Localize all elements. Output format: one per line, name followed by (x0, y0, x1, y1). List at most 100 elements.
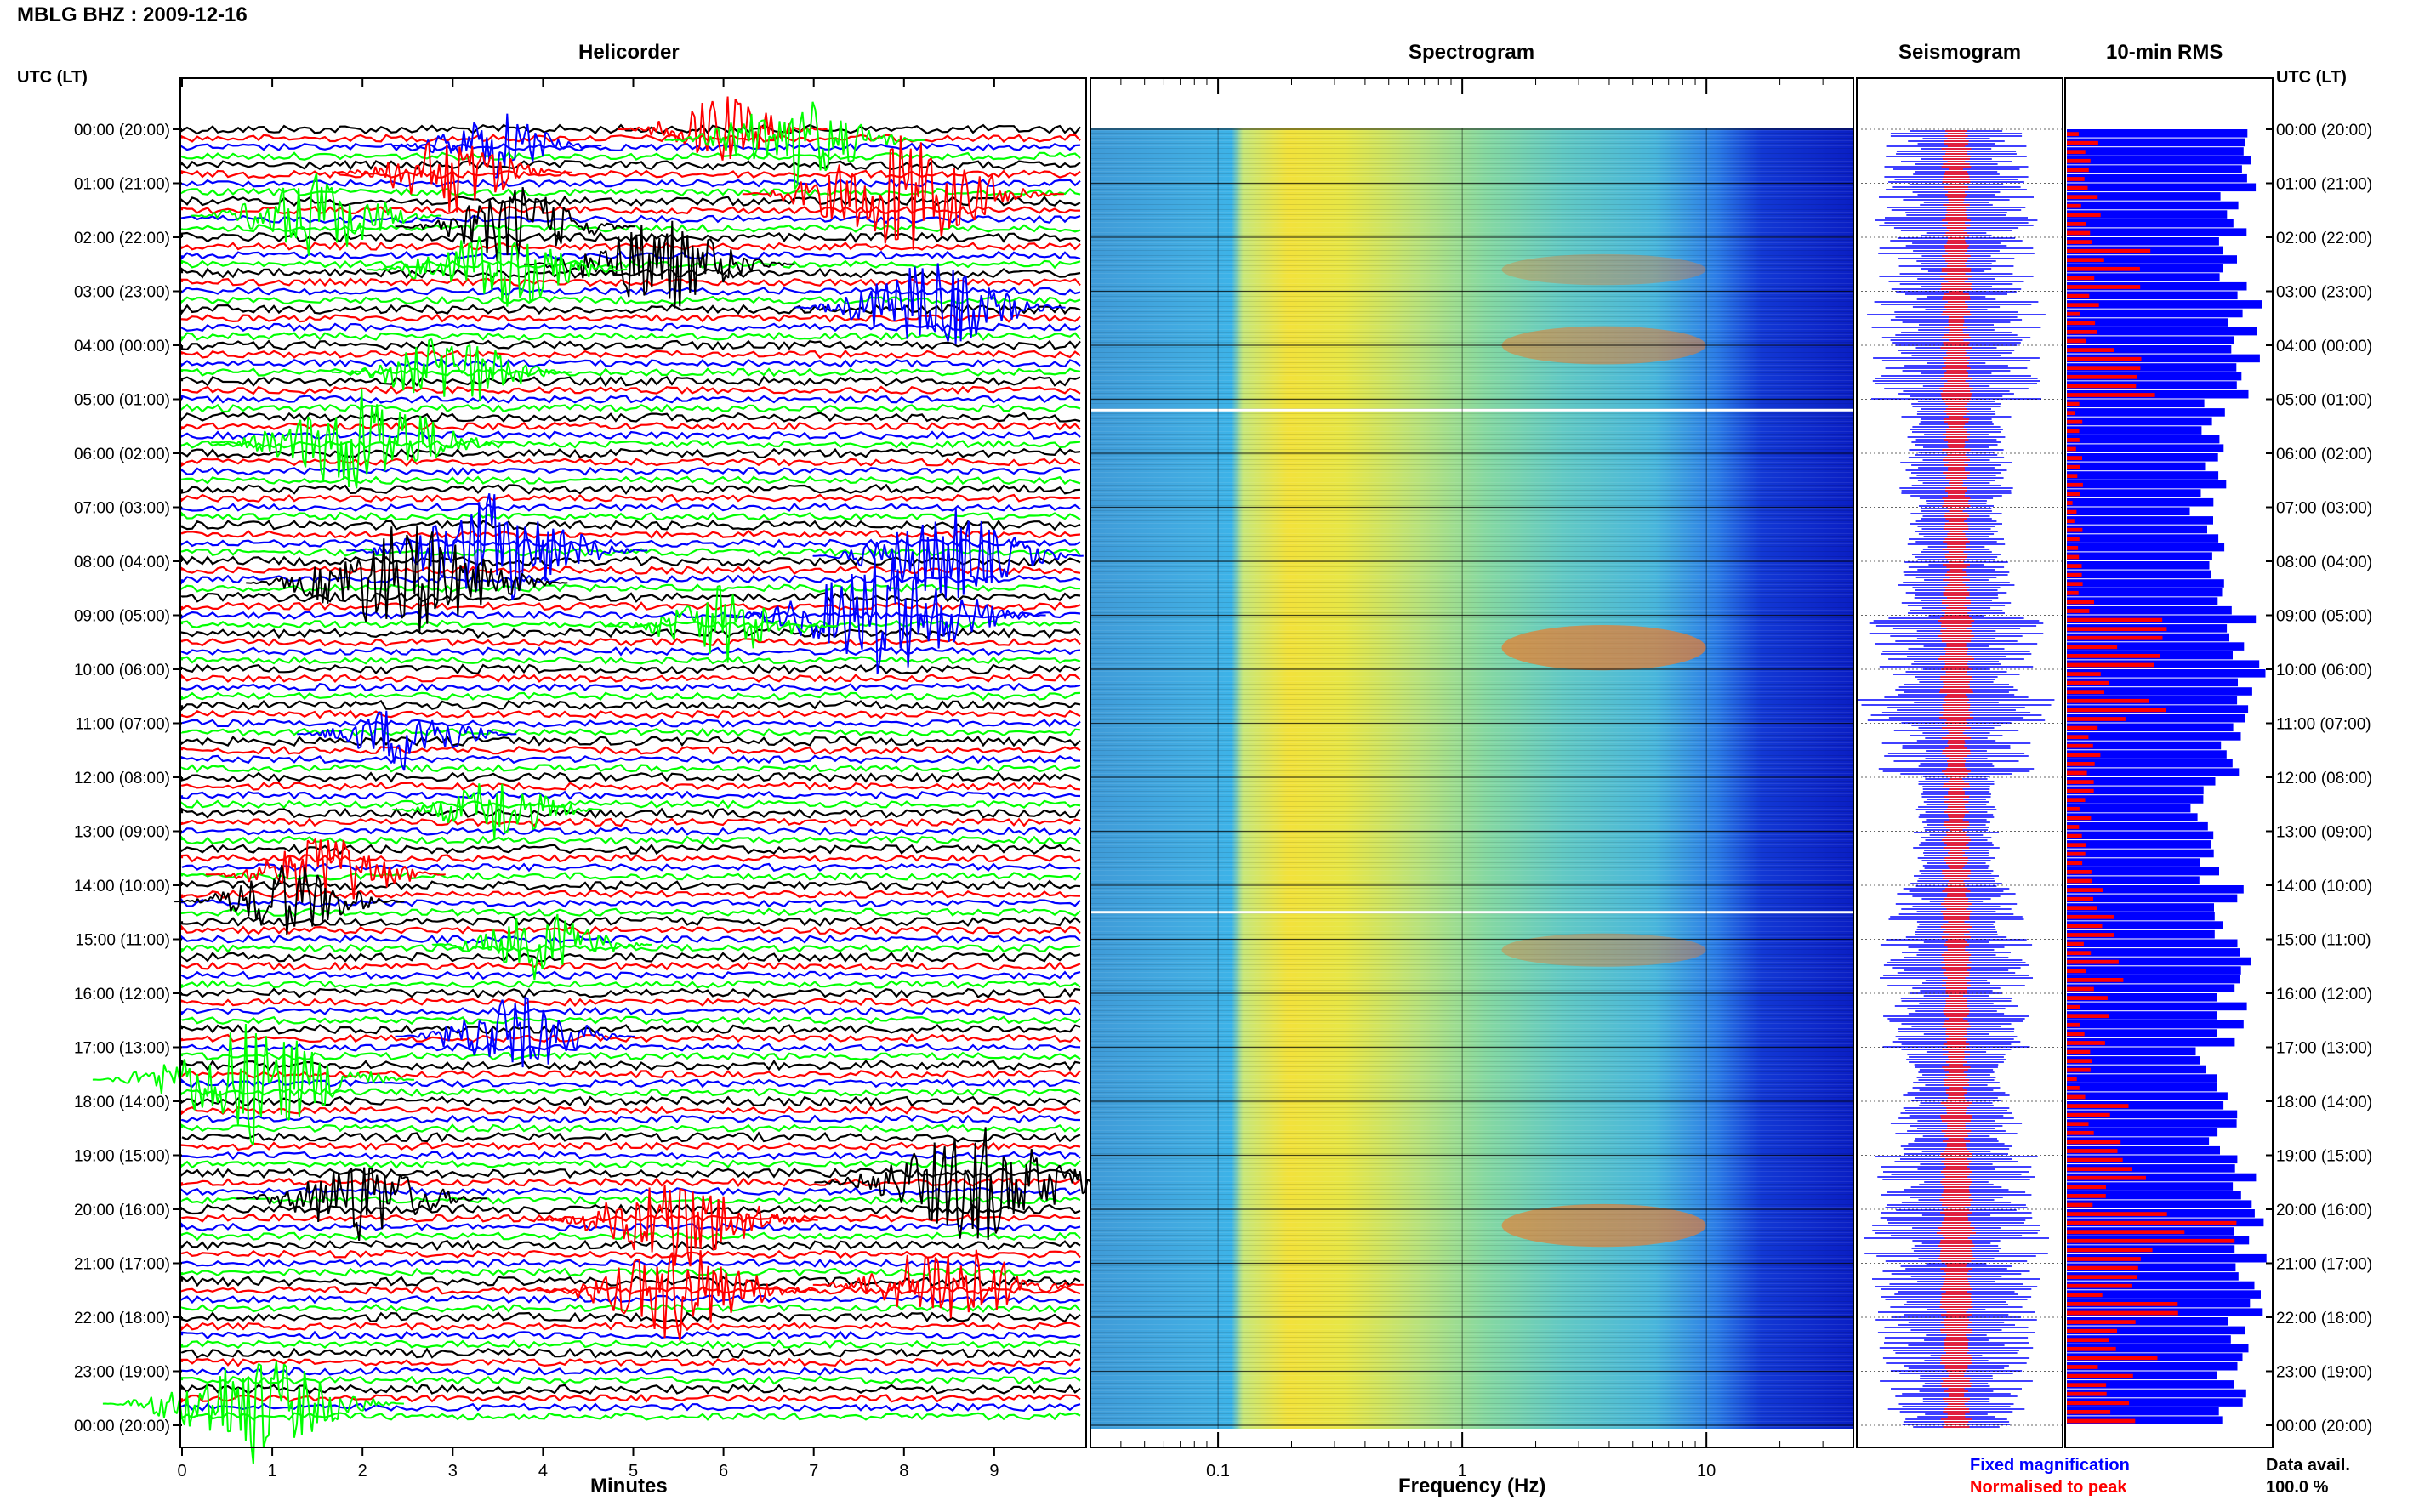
rms-fixed-bar (2067, 192, 2221, 201)
rms-normalised-bar (2067, 662, 2154, 668)
rms-fixed-bar (2067, 1155, 2238, 1164)
rms-fixed-bar (2067, 156, 2251, 165)
rms-fixed-bar (2067, 777, 2216, 786)
rms-normalised-bar (2067, 464, 2080, 469)
rms-normalised-bar (2067, 833, 2082, 838)
right-time-label: 15:00 (11:00) (2276, 932, 2371, 950)
helicorder-trace (180, 1087, 1081, 1097)
rms-normalised-bar (2067, 374, 2137, 379)
helicorder-event (102, 1361, 404, 1465)
helicorder-event (537, 1185, 818, 1267)
right-time-label: 01:00 (21:00) (2276, 176, 2372, 194)
rms-fixed-bar (2067, 264, 2223, 273)
helicorder-trace (180, 1311, 1081, 1323)
helicorder-trace (180, 1239, 1081, 1252)
rms-fixed-bar (2067, 723, 2234, 732)
rms-fixed-bar (2067, 912, 2215, 921)
helicorder-trace (180, 682, 1081, 692)
rms-normalised-bar (2067, 140, 2098, 145)
rms-fixed-bar (2067, 597, 2218, 605)
rms-normalised-bar (2067, 1049, 2091, 1054)
rms-normalised-bar (2067, 1265, 2138, 1270)
left-time-label: 04:00 (00:00) (74, 338, 170, 355)
rms-normalised-bar (2067, 446, 2076, 452)
helicorder-event (607, 584, 838, 663)
right-time-label: 06:00 (02:00) (2276, 446, 2372, 463)
helicorder-trace (180, 1051, 1081, 1061)
helicorder-trace (180, 1077, 1081, 1089)
helicorder-trace (180, 935, 1081, 944)
helicorder-trace (180, 231, 1081, 243)
rms-fixed-bar (2067, 389, 2249, 399)
rms-normalised-bar (2067, 248, 2151, 253)
rms-normalised-bar (2067, 276, 2095, 281)
rms-fixed-bar (2067, 372, 2242, 381)
rms-fixed-bar (2067, 975, 2240, 984)
rms-normalised-bar (2067, 725, 2098, 730)
spectrogram-tick-label: 0.1 (1206, 1462, 1230, 1481)
helicorder-trace (180, 241, 1081, 252)
rms-fixed-bar (2067, 1290, 2261, 1299)
left-time-label: 12:00 (08:00) (74, 770, 170, 787)
rms-fixed-bar (2067, 516, 2213, 525)
rms-fixed-bar (2067, 1389, 2246, 1398)
helicorder-trace (180, 980, 1081, 989)
rms-normalised-bar (2067, 825, 2080, 829)
helicorder-trace (180, 961, 1081, 971)
helicorder-event (332, 141, 572, 213)
rms-normalised-bar (2067, 582, 2083, 587)
right-time-label: 22:00 (18:00) (2276, 1310, 2372, 1327)
helicorder-trace (180, 1151, 1081, 1161)
rms-normalised-bar (2067, 1391, 2107, 1396)
helicorder-trace (180, 998, 1081, 1008)
rms-normalised-bar (2067, 996, 2108, 1000)
helicorder-trace (180, 458, 1081, 468)
rms-fixed-bar (2067, 1398, 2243, 1407)
helicorder-trace (180, 637, 1081, 647)
rms-normalised-bar (2067, 1130, 2094, 1135)
rms-normalised-bar (2067, 861, 2083, 866)
rms-normalised-bar (2067, 1248, 2153, 1253)
rms-fixed-bar (2067, 1272, 2239, 1281)
rms-fixed-bar (2067, 561, 2210, 570)
helicorder-trace (180, 699, 1081, 712)
rms-normalised-bar (2067, 482, 2083, 487)
helicorder-trace (180, 493, 1081, 503)
rms-normalised-bar (2067, 438, 2080, 442)
rms-fixed-bar (2067, 660, 2260, 668)
rms-fixed-bar (2067, 471, 2219, 480)
helicorder-trace (180, 754, 1081, 765)
helicorder-trace (180, 259, 1081, 270)
rms-fixed-bar (2067, 786, 2204, 795)
left-time-label: 11:00 (07:00) (75, 716, 170, 734)
helicorder-event (236, 1167, 487, 1242)
helicorder-trace (180, 835, 1081, 845)
rms-fixed-bar (2067, 1344, 2249, 1353)
right-time-label: 13:00 (09:00) (2276, 824, 2372, 842)
rms-normalised-bar (2067, 717, 2126, 721)
rms-normalised-bar (2067, 1077, 2077, 1082)
rms-fixed-bar (2067, 1020, 2244, 1029)
rms-normalised-bar (2067, 627, 2167, 632)
rms-fixed-bar (2067, 255, 2237, 264)
helicorder-trace (180, 1023, 1081, 1035)
rms-normalised-bar (2067, 1157, 2123, 1162)
rms-normalised-bar (2067, 330, 2097, 334)
rms-normalised-bar (2067, 654, 2160, 658)
rms-fixed-bar (2067, 966, 2241, 975)
helicorder-event (812, 1249, 1084, 1319)
rms-normalised-bar (2067, 150, 2086, 155)
rms-fixed-bar (2067, 1173, 2257, 1182)
helicorder-trace (180, 529, 1081, 539)
rms-normalised-bar (2067, 762, 2095, 766)
left-time-labels: 00:00 (20:00) 01:00 (21:00) 02:00 (22:00) 0… (74, 122, 170, 1435)
rms-fixed-bar (2067, 876, 2200, 884)
rms-normalised-bar (2067, 564, 2082, 568)
spectrogram-hotspot (1501, 253, 1706, 286)
helicorder-trace (180, 1168, 1081, 1179)
hour-tick-marks (173, 128, 2274, 1426)
rms-fixed-bar (2067, 399, 2205, 408)
rms-normalised-bar (2067, 1194, 2106, 1198)
rms-normalised-bar (2067, 924, 2103, 929)
rms-normalised-bar (2067, 384, 2137, 389)
